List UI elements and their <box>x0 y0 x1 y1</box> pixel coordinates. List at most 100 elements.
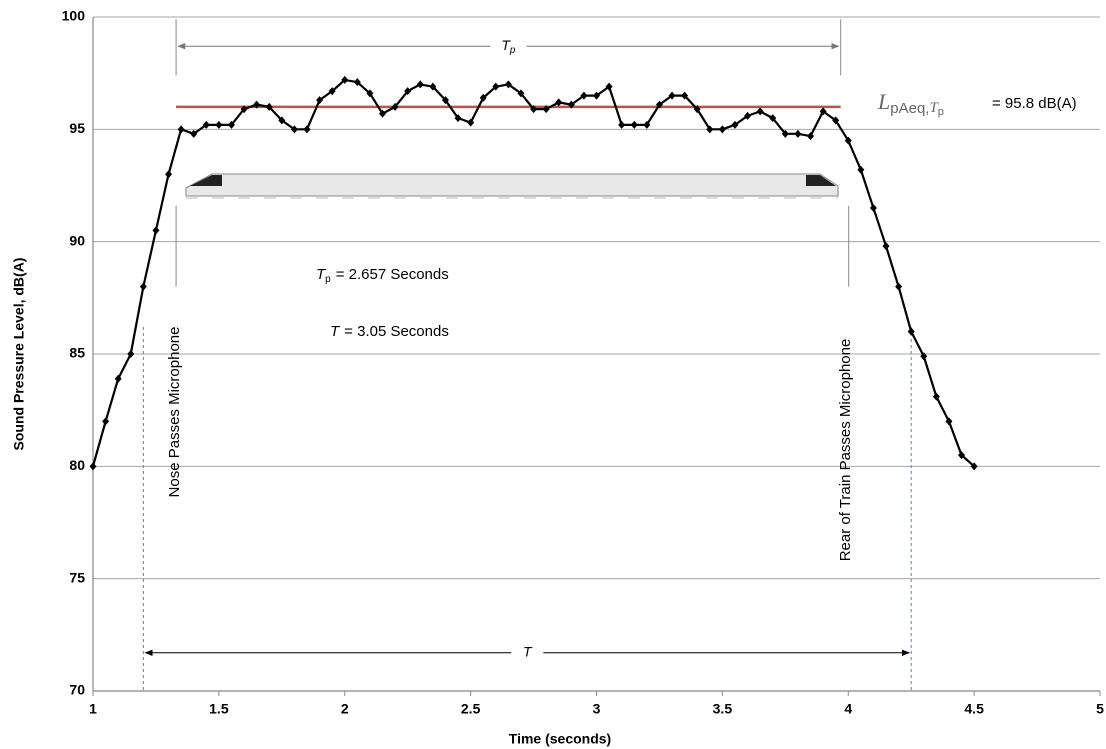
data-point <box>114 374 122 383</box>
y-tick-label: 100 <box>62 8 86 24</box>
nose-label: Nose Passes Microphone <box>166 327 183 498</box>
data-point <box>366 89 374 98</box>
x-tick-label: 2 <box>341 701 349 717</box>
y-tick-label: 70 <box>69 682 85 698</box>
data-point <box>102 417 110 426</box>
data-point <box>328 87 336 96</box>
data-point <box>404 87 412 96</box>
leq-symbol: LpAeq,Tp <box>877 89 944 118</box>
data-point <box>139 282 147 291</box>
data-point <box>278 116 286 125</box>
data-point <box>227 120 235 129</box>
data-point <box>152 226 160 235</box>
t-note-symbol: T <box>330 323 341 340</box>
data-point <box>504 80 512 89</box>
t-arrow-label: T <box>523 644 533 660</box>
data-point <box>580 91 588 100</box>
data-point <box>769 114 777 123</box>
y-tick-label: 80 <box>69 457 85 473</box>
data-point <box>567 100 575 109</box>
data-point <box>265 102 273 111</box>
data-point <box>882 242 890 251</box>
data-point <box>542 105 550 114</box>
x-tick-label: 3 <box>593 701 601 717</box>
tp-subscript: p <box>509 45 516 56</box>
data-point <box>857 165 865 174</box>
tp-arrow-label: Tp <box>501 37 516 56</box>
x-axis-title: Time (seconds) <box>509 731 611 747</box>
data-point <box>127 350 135 358</box>
data-point <box>353 78 361 87</box>
train-icon <box>185 173 839 199</box>
data-point <box>744 111 752 120</box>
data-point <box>416 80 424 89</box>
y-tick-label: 90 <box>69 232 85 248</box>
data-point <box>907 327 915 336</box>
data-point <box>681 91 689 100</box>
leq-value: = 95.8 dB(A) <box>992 95 1077 112</box>
x-tick-label: 1.5 <box>209 701 229 717</box>
data-point <box>215 120 223 129</box>
data-point <box>341 75 349 84</box>
data-point <box>240 105 248 114</box>
data-point <box>89 462 97 471</box>
data-point <box>290 125 298 134</box>
data-point <box>895 282 903 291</box>
data-point <box>530 105 538 114</box>
data-point <box>869 203 877 212</box>
data-point <box>706 125 714 134</box>
data-point <box>630 120 638 129</box>
data-point <box>958 451 966 460</box>
data-point <box>202 120 210 129</box>
data-point <box>316 96 324 105</box>
leq-sub: pAeq, <box>890 100 929 117</box>
data-point <box>303 125 311 134</box>
data-point <box>492 82 500 91</box>
x-tick-label: 2.5 <box>461 701 481 717</box>
t-note-text: = 3.05 Seconds <box>344 323 449 340</box>
y-tick-label: 95 <box>69 120 85 136</box>
data-point <box>945 417 953 426</box>
leq-L: L <box>877 89 890 114</box>
y-tick-label: 85 <box>69 345 85 361</box>
data-point <box>844 136 852 145</box>
data-point <box>555 98 563 107</box>
data-point <box>253 100 261 109</box>
data-point <box>693 105 701 114</box>
data-point <box>932 392 940 401</box>
label-bg <box>490 36 527 57</box>
data-point <box>429 82 437 91</box>
t-note: T = 3.05 Seconds <box>330 323 449 340</box>
data-point <box>177 125 185 134</box>
x-tick-label: 3.5 <box>713 701 733 717</box>
data-point <box>441 96 449 105</box>
tp-symbol: T <box>501 37 511 53</box>
data-point <box>593 91 600 100</box>
x-tick-label: 4.5 <box>964 701 984 717</box>
data-point <box>718 125 726 134</box>
data-point <box>819 107 827 116</box>
leq-sub2: p <box>938 106 944 118</box>
x-tick-label: 1 <box>89 701 97 717</box>
data-point <box>920 352 928 361</box>
tp-note-text: = 2.657 Seconds <box>336 266 449 283</box>
label-bg <box>511 642 544 663</box>
data-point <box>668 91 676 100</box>
tp-note: Tp = 2.657 Seconds <box>316 266 449 285</box>
data-point <box>832 116 840 125</box>
data-point <box>655 100 663 109</box>
data-point <box>970 462 978 471</box>
data-point <box>379 109 387 118</box>
y-axis-title: Sound Pressure Level, dB(A) <box>11 258 27 451</box>
data-point <box>190 129 198 138</box>
data-point <box>806 132 814 141</box>
rear-label: Rear of Train Passes Microphone <box>837 339 854 562</box>
data-point <box>605 82 613 91</box>
data-point <box>756 107 764 116</box>
data-point <box>643 120 651 129</box>
data-point <box>794 129 802 138</box>
data-point <box>165 170 173 179</box>
x-tick-label: 4 <box>844 701 852 717</box>
